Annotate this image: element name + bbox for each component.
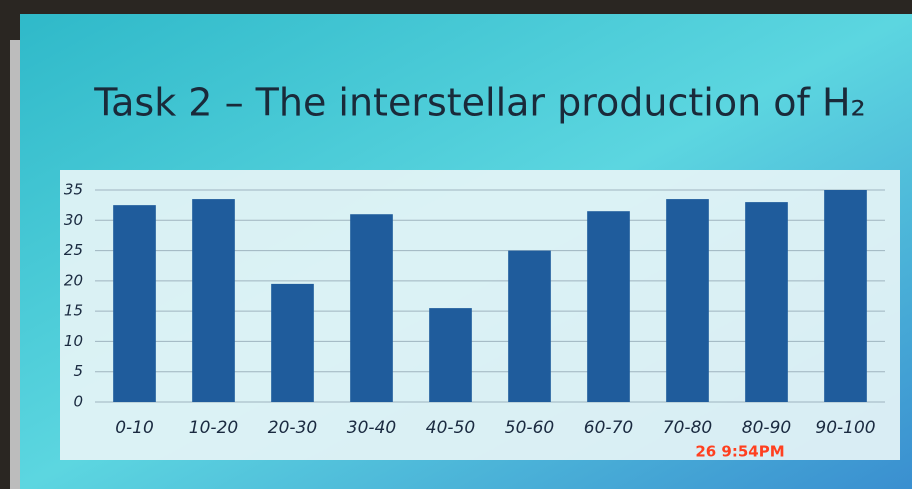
bar — [508, 250, 551, 402]
bar — [429, 308, 472, 402]
y-tick-label: 35 — [64, 181, 83, 199]
y-tick-label: 10 — [64, 332, 83, 350]
bar — [824, 190, 867, 402]
y-tick-label: 5 — [73, 362, 83, 380]
x-tick-label: 10-20 — [189, 418, 238, 438]
bar — [192, 199, 235, 402]
y-tick-label: 30 — [64, 211, 83, 229]
y-tick-label: 20 — [64, 271, 83, 289]
x-tick-label: 60-70 — [584, 418, 633, 438]
chart-title: Task 2 – The interstellar production of … — [93, 81, 866, 125]
x-tick-label: 70-80 — [663, 418, 712, 438]
y-tick-label: 0 — [73, 393, 83, 411]
bar — [745, 202, 788, 402]
x-tick-label: 80-90 — [742, 418, 791, 438]
x-tick-label: 90-100 — [815, 418, 875, 438]
bar — [271, 283, 314, 402]
x-tick-label: 20-30 — [268, 418, 317, 438]
bar — [666, 199, 709, 402]
bar — [350, 214, 393, 402]
timestamp: 26 9:54PM — [695, 443, 784, 461]
x-tick-label: 30-40 — [347, 418, 396, 438]
bar — [113, 205, 156, 402]
x-tick-label: 50-60 — [505, 418, 554, 438]
x-tick-label: 0-10 — [115, 418, 154, 438]
x-tick-label: 40-50 — [426, 418, 475, 438]
y-tick-label: 25 — [64, 241, 83, 259]
bar — [587, 211, 630, 402]
y-tick-label: 15 — [64, 302, 83, 320]
